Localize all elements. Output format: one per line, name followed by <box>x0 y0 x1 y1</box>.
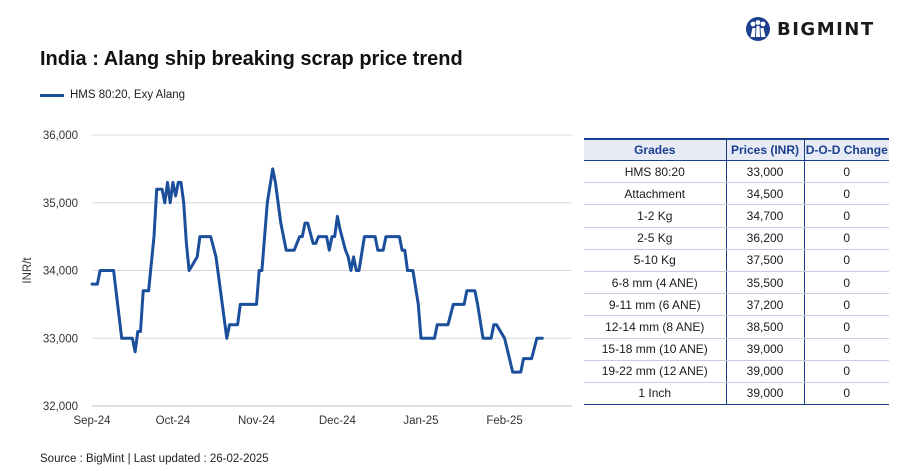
x-tick-label: Sep-24 <box>73 415 111 427</box>
header-prices: Prices (INR) <box>725 138 804 161</box>
table-row: 9-11 mm (6 ANE) 37,200 0 <box>584 293 889 317</box>
table-row: Attachment 34,500 0 <box>584 182 889 206</box>
y-tick-label: 36,000 <box>43 130 78 142</box>
grade-cell: HMS 80:20 <box>584 160 726 184</box>
price-cell: 39,000 <box>725 338 804 361</box>
table-row: 1-2 Kg 34,700 0 <box>584 204 889 228</box>
axes: 32,000 33,000 34,000 35,000 36,000 Sep-24 Oct-… <box>22 130 572 427</box>
grades-price-table: Grades Prices (INR) D-O-D Change HMS 80:… <box>584 138 889 406</box>
dod-change-cell: 0 <box>803 227 889 250</box>
grade-cell: 15-18 mm (10 ANE) <box>584 338 726 361</box>
bigmint-logo: BIGMINT <box>745 14 875 44</box>
series-layer <box>90 167 544 374</box>
dod-change-cell: 0 <box>803 204 889 228</box>
grade-cell: 1 Inch <box>584 382 726 406</box>
table-row: 5-10 Kg 37,500 0 <box>584 249 889 272</box>
table-row: 2-5 Kg 36,200 0 <box>584 227 889 250</box>
dod-change-cell: 0 <box>803 182 889 206</box>
price-cell: 39,000 <box>725 360 804 383</box>
price-cell: 38,500 <box>725 315 804 339</box>
dod-change-cell: 0 <box>803 160 889 184</box>
dod-change-cell: 0 <box>803 271 889 295</box>
dod-change-cell: 0 <box>803 382 889 406</box>
table-row: 15-18 mm (10 ANE) 39,000 0 <box>584 338 889 361</box>
x-tick-label: Jan-25 <box>403 415 438 427</box>
y-tick-label: 32,000 <box>43 401 78 413</box>
price-cell: 34,500 <box>725 182 804 206</box>
price-cell: 33,000 <box>725 160 804 184</box>
price-cell: 35,500 <box>725 271 804 295</box>
grade-cell: 9-11 mm (6 ANE) <box>584 293 726 317</box>
grade-cell: 19-22 mm (12 ANE) <box>584 360 726 383</box>
x-tick-label: Dec-24 <box>319 415 357 427</box>
table-row: 19-22 mm (12 ANE) 39,000 0 <box>584 360 889 383</box>
legend-label: HMS 80:20, Exy Alang <box>70 89 186 101</box>
grade-cell: 6-8 mm (4 ANE) <box>584 271 726 295</box>
table-row: 12-14 mm (8 ANE) 38,500 0 <box>584 315 889 339</box>
y-axis-label: INR/t <box>22 257 34 284</box>
y-tick-label: 33,000 <box>43 333 78 345</box>
source-note: Source : BigMint | Last updated : 26-02-… <box>40 453 269 465</box>
dod-change-cell: 0 <box>803 293 889 317</box>
brand-name: BIGMINT <box>777 18 875 40</box>
chart-legend: HMS 80:20, Exy Alang <box>40 89 185 101</box>
dod-change-cell: 0 <box>803 315 889 339</box>
price-cell: 37,500 <box>725 249 804 272</box>
header-grades: Grades <box>584 138 726 161</box>
y-tick-label: 34,000 <box>43 266 78 278</box>
grade-cell: 1-2 Kg <box>584 204 726 228</box>
price-cell: 34,700 <box>725 204 804 228</box>
grade-cell: 5-10 Kg <box>584 249 726 272</box>
grade-cell: 12-14 mm (8 ANE) <box>584 315 726 339</box>
price-cell: 39,000 <box>725 382 804 406</box>
bigmint-logo-icon <box>746 17 770 41</box>
dod-change-cell: 0 <box>803 360 889 383</box>
y-tick-label: 35,000 <box>43 198 78 210</box>
price-cell: 36,200 <box>725 227 804 250</box>
price-cell: 37,200 <box>725 293 804 317</box>
legend-swatch <box>40 93 64 97</box>
table-header-row: Grades Prices (INR) D-O-D Change <box>584 138 889 161</box>
dod-change-cell: 0 <box>803 249 889 272</box>
x-tick-label: Oct-24 <box>156 415 191 427</box>
price-trend-chart: 32,000 33,000 34,000 35,000 36,000 Sep-24 Oct-… <box>22 130 572 427</box>
grade-cell: 2-5 Kg <box>584 227 726 250</box>
header-dod-change: D-O-D Change <box>803 138 889 161</box>
table-row: 1 Inch 39,000 0 <box>584 382 889 406</box>
grade-cell: Attachment <box>584 182 726 206</box>
x-tick-label: Nov-24 <box>238 415 276 427</box>
table-row: 6-8 mm (4 ANE) 35,500 0 <box>584 271 889 295</box>
x-tick-label: Feb-25 <box>486 415 522 427</box>
table-row: HMS 80:20 33,000 0 <box>584 160 889 184</box>
series-line-hms-80-20 <box>90 167 544 374</box>
dod-change-cell: 0 <box>803 338 889 361</box>
table-body: HMS 80:20 33,000 0 Attachment 34,500 0 1-2 Kg 3… <box>584 160 889 406</box>
chart-title: India : Alang ship breaking scrap price … <box>40 48 463 70</box>
